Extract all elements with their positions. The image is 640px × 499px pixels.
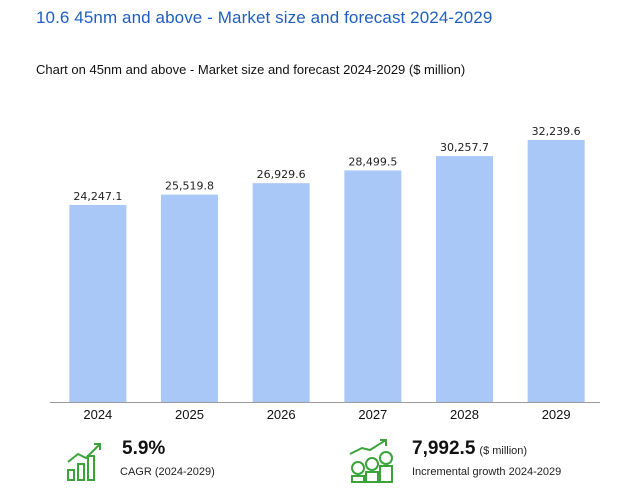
incremental-growth-number: 7,992.5 [412,438,476,459]
bar-chart: 24,247.1 2024 25,519.8 2025 26,929.6 2026 28,4… [50,125,600,420]
bar-2029 [527,140,585,402]
cagr-caption: CAGR (2024-2029) [120,466,215,478]
data-label-2025: 25,519.8 [165,180,214,193]
data-label-2027: 28,499.5 [348,155,397,168]
x-tick-label-2026: 2026 [267,407,296,420]
data-label-2024: 24,247.1 [73,190,122,203]
bar-2024 [69,204,127,402]
bar-2026 [252,183,310,402]
chart-subtitle: Chart on 45nm and above - Market size an… [36,62,466,77]
x-tick-label-2027: 2027 [358,407,387,420]
incremental-growth-unit: ($ million) [479,445,528,457]
x-tick-label-2025: 2025 [175,407,204,420]
incremental-growth-caption: Incremental growth 2024-2029 [412,466,562,478]
data-label-2026: 26,929.6 [257,168,306,181]
bar-2025 [161,194,218,402]
cagr-value: 5.9% [122,438,166,459]
data-label-2028: 30,257.7 [440,141,489,154]
x-tick-label-2028: 2028 [450,407,479,420]
money-stack-icon [349,439,393,483]
x-tick-label-2024: 2024 [83,407,112,420]
bar-2028 [436,156,493,402]
section-title: 10.6 45nm and above - Market size and fo… [36,8,493,27]
x-tick-label-2029: 2029 [542,407,571,420]
incremental-growth-value: 7,992.5 ($ million) [412,438,527,460]
data-label-2029: 32,239.6 [532,125,581,138]
growth-chart-icon [67,443,101,481]
bar-2027 [344,170,402,402]
